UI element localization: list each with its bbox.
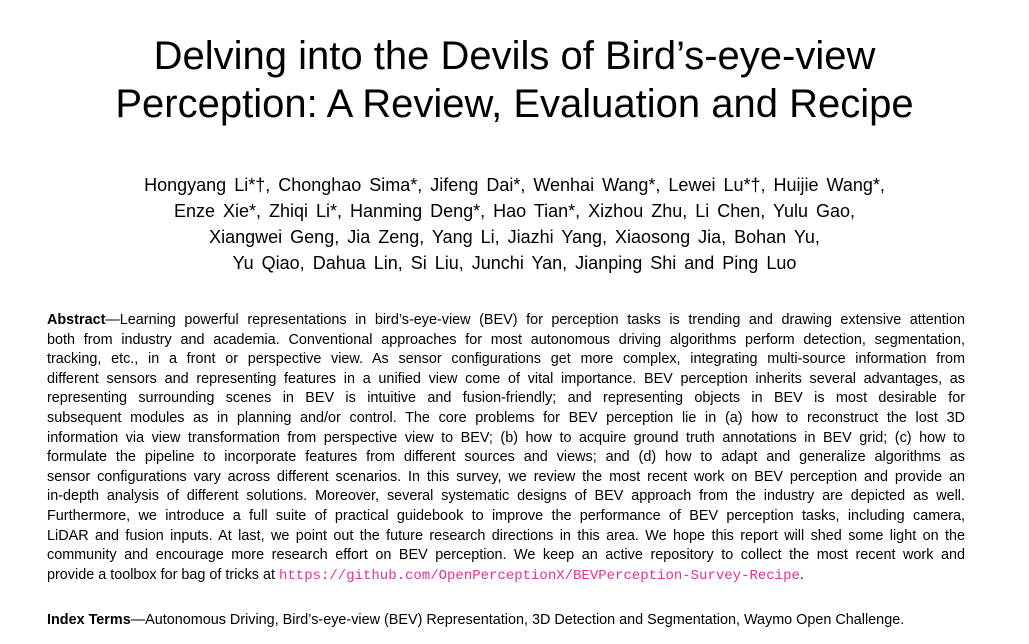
abstract-line: in-depth analysis of different solutions… <box>47 488 965 505</box>
abstract-line: representing surrounding scenes in BEV i… <box>47 390 965 407</box>
author-line: Yu Qiao, Dahua Lin, Si Liu, Junchi Yan, … <box>232 253 797 273</box>
author-line: Hongyang Li*†, Chonghao Sima*, Jifeng Da… <box>144 175 885 195</box>
title-line: Delving into the Devils of Bird’s-eye-vi… <box>153 34 876 78</box>
abstract-line: Abstract—Learning powerful representatio… <box>47 311 965 331</box>
index-terms-text: —Autonomous Driving, Bird’s-eye-view (BE… <box>130 612 905 628</box>
repository-link[interactable]: https://github.com/OpenPerceptionX/BEVPe… <box>278 567 800 584</box>
abstract-line: community and encourage more research ef… <box>47 547 965 564</box>
abstract-line: both from industry and academia. Convent… <box>47 331 965 348</box>
abstract-line: LiDAR and fusion inputs. At last, we poi… <box>47 527 965 544</box>
abstract-label: Abstract <box>47 312 106 328</box>
index-terms: Index Terms—Autonomous Driving, Bird’s-e… <box>47 611 904 630</box>
abstract-text: provide a toolbox for bag of tricks at <box>47 566 279 583</box>
abstract-line: subsequent modules as in planning and/or… <box>47 409 965 426</box>
abstract-line: Furthermore, we introduce a full suite o… <box>47 507 965 524</box>
index-terms-label: Index Terms <box>47 612 131 628</box>
author-list: Hongyang Li*†, Chonghao Sima*, Jifeng Da… <box>0 172 1029 276</box>
abstract-line: formulate the pipeline to incorporate fe… <box>47 449 965 466</box>
author-line: Xiangwei Geng, Jia Zeng, Yang Li, Jiazhi… <box>209 227 820 247</box>
paper-title: Delving into the Devils of Bird’s-eye-vi… <box>0 32 1029 128</box>
abstract-line: information via view transformation from… <box>47 429 965 446</box>
abstract-line: provide a toolbox for bag of tricks at h… <box>47 566 965 587</box>
abstract-text: —Learning powerful representations in bi… <box>105 312 965 328</box>
author-line: Enze Xie*, Zhiqi Li*, Hanming Deng*, Hao… <box>173 201 856 221</box>
abstract: Abstract—Learning powerful representatio… <box>47 311 965 586</box>
title-line: Perception: A Review, Evaluation and Rec… <box>115 82 914 126</box>
abstract-line: tracking, etc., in a front or perspectiv… <box>47 351 965 368</box>
abstract-line: different sensors and representing featu… <box>47 370 965 387</box>
abstract-text: . <box>799 566 804 583</box>
abstract-line: sensor configurations vary across differ… <box>47 468 965 485</box>
